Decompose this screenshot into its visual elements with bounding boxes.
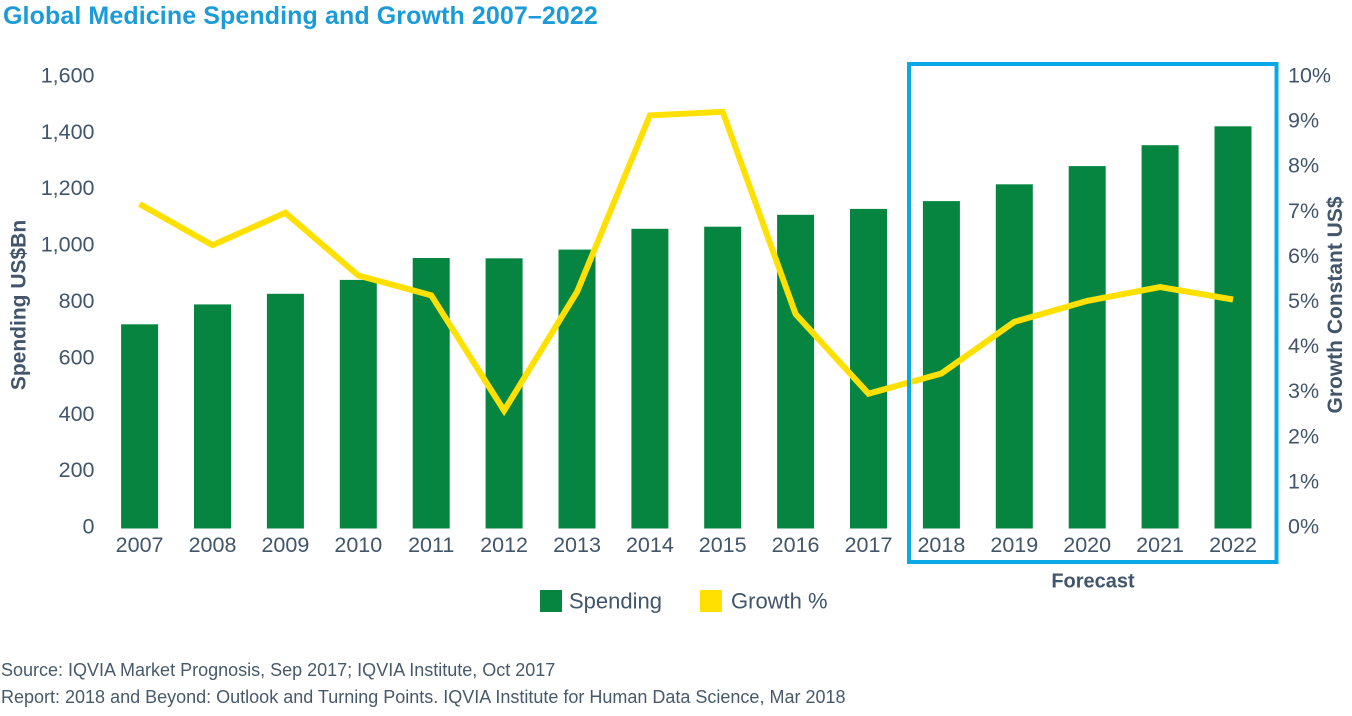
svg-text:0%: 0% [1288, 515, 1319, 539]
svg-text:2018: 2018 [917, 533, 965, 557]
svg-text:2008: 2008 [189, 533, 237, 557]
svg-text:6%: 6% [1288, 244, 1319, 268]
svg-text:2%: 2% [1288, 424, 1319, 448]
svg-text:1,200: 1,200 [41, 176, 95, 200]
svg-text:2019: 2019 [990, 533, 1038, 557]
svg-text:1,400: 1,400 [41, 120, 95, 144]
svg-text:2013: 2013 [553, 533, 601, 557]
svg-text:2010: 2010 [334, 533, 382, 557]
svg-text:5%: 5% [1288, 289, 1319, 313]
svg-text:200: 200 [59, 458, 95, 482]
svg-text:3%: 3% [1288, 379, 1319, 403]
svg-text:1%: 1% [1288, 469, 1319, 493]
svg-text:800: 800 [59, 289, 95, 313]
svg-text:0: 0 [83, 515, 95, 539]
svg-text:2020: 2020 [1063, 533, 1111, 557]
svg-text:1,600: 1,600 [41, 64, 95, 88]
svg-text:9%: 9% [1288, 109, 1319, 133]
svg-text:400: 400 [59, 402, 95, 426]
svg-text:2015: 2015 [699, 533, 747, 557]
svg-text:Growth Constant US$: Growth Constant US$ [1324, 196, 1347, 413]
svg-text:1,000: 1,000 [41, 233, 95, 257]
svg-text:Growth %: Growth % [731, 589, 828, 614]
svg-text:2022: 2022 [1209, 533, 1257, 557]
svg-text:Spending US$Bn: Spending US$Bn [7, 220, 30, 390]
svg-text:8%: 8% [1288, 154, 1319, 178]
svg-text:2012: 2012 [480, 533, 528, 557]
svg-text:2007: 2007 [116, 533, 164, 557]
svg-text:4%: 4% [1288, 334, 1319, 358]
svg-text:2011: 2011 [408, 533, 454, 557]
svg-text:2014: 2014 [626, 533, 674, 557]
svg-text:10%: 10% [1288, 64, 1331, 88]
svg-text:600: 600 [59, 345, 95, 369]
svg-text:2017: 2017 [845, 533, 893, 557]
svg-text:2016: 2016 [772, 533, 820, 557]
svg-text:Spending: Spending [569, 589, 662, 614]
svg-text:7%: 7% [1288, 199, 1319, 223]
svg-text:Forecast: Forecast [1051, 571, 1135, 593]
svg-text:2009: 2009 [261, 533, 309, 557]
svg-text:2021: 2021 [1136, 533, 1184, 557]
